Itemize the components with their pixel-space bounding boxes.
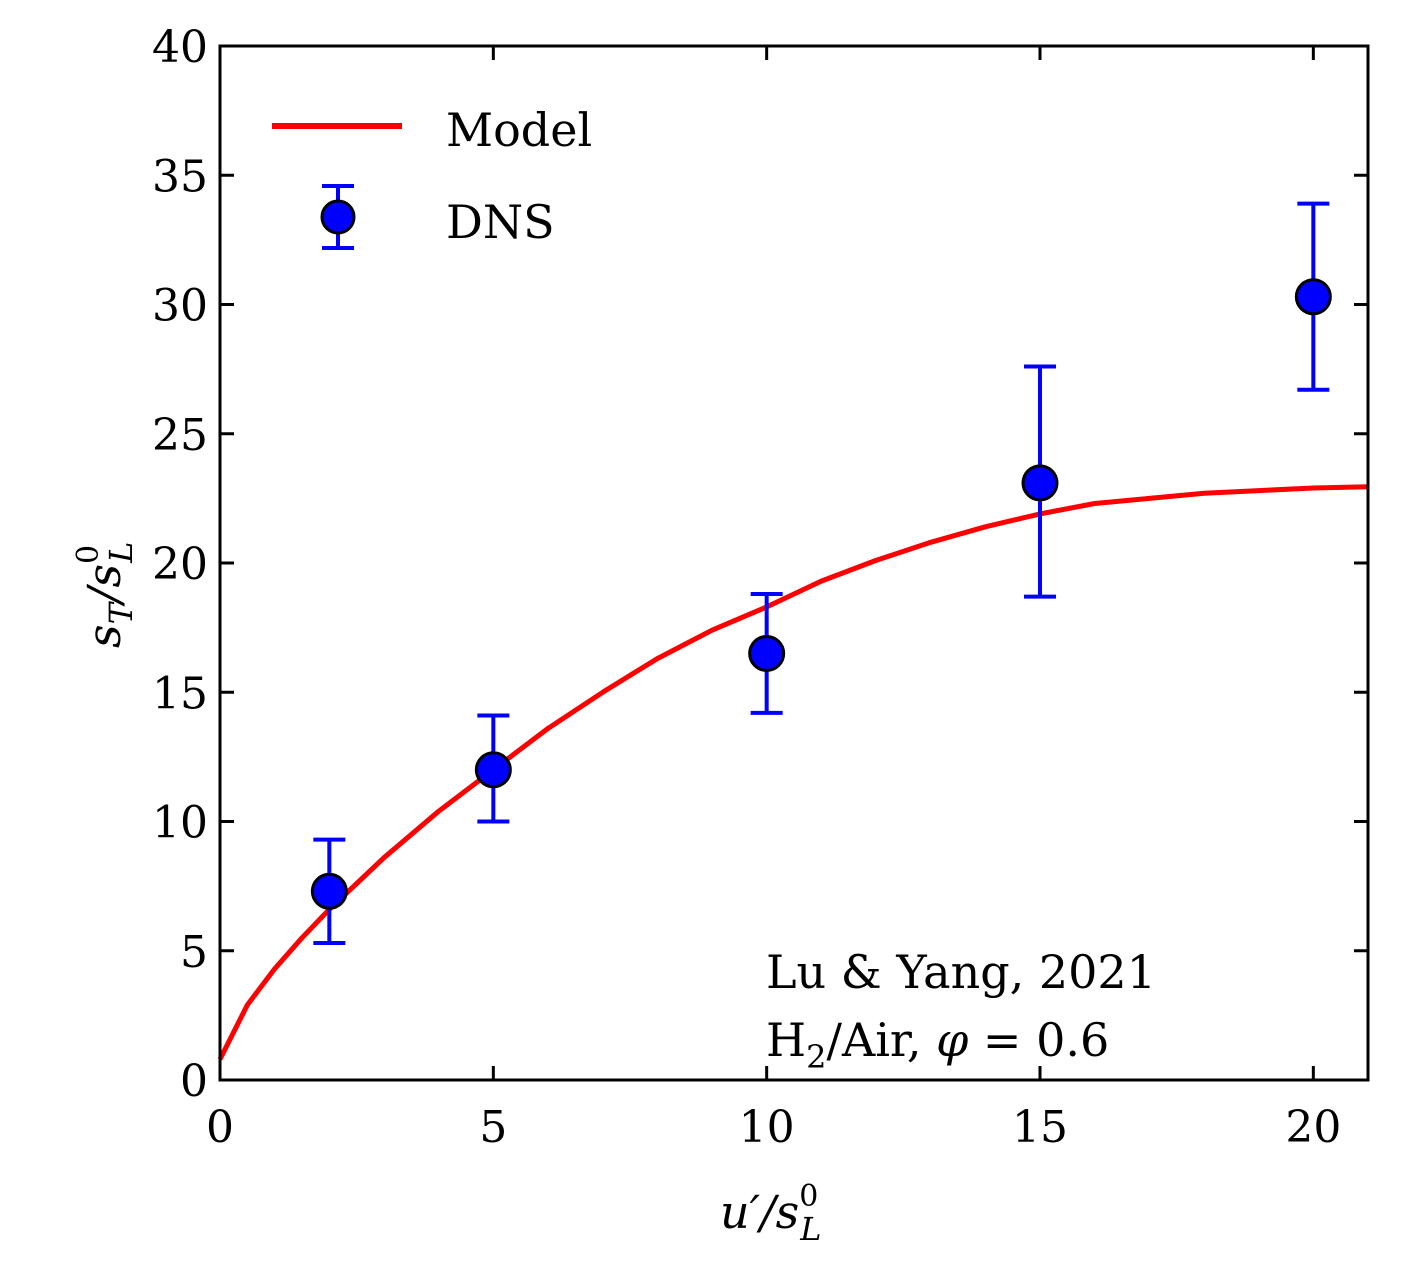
annotation-line-2: H2/Air, φ = 0.6 [766,1013,1109,1076]
y-tick-label: 40 [152,22,208,73]
y-tick-label: 20 [152,539,208,590]
axis-ticks [218,44,1368,1082]
dns-points-layer [310,201,1332,945]
dns-point [1294,278,1332,316]
y-tick-label: 15 [152,668,208,719]
y-tick-label: 5 [180,927,208,978]
x-axis-label: u′/s0 L [720,1179,822,1248]
x-tick-label: 15 [1012,1102,1068,1153]
dns-point [748,634,786,672]
plot-frame [218,44,1370,1082]
tick-labels: 0 5 10 15 20 0 5 10 15 20 25 30 35 40 [152,22,1341,1153]
legend: Model DNS [272,103,592,250]
legend-dns-label: DNS [446,195,555,249]
x-tick-label: 20 [1285,1102,1341,1153]
y-tick-label: 25 [152,410,208,461]
annotation: Lu & Yang, 2021 H2/Air, φ = 0.6 [766,945,1156,1076]
y-tick-label: 10 [152,798,208,849]
x-tick-label: 0 [206,1102,234,1153]
y-axis-label: sT/s0L [71,542,140,648]
annotation-line-1: Lu & Yang, 2021 [766,945,1156,999]
y-tick-label: 0 [180,1056,208,1107]
x-tick-label: 10 [739,1102,795,1153]
legend-model-label: Model [446,103,592,157]
y-tick-label: 30 [152,281,208,332]
dns-point [474,751,512,789]
y-tick-label: 35 [152,151,208,202]
dns-point [310,872,348,910]
dns-point [1021,464,1059,502]
legend-dns-marker [320,199,356,235]
x-tick-label: 5 [479,1102,507,1153]
